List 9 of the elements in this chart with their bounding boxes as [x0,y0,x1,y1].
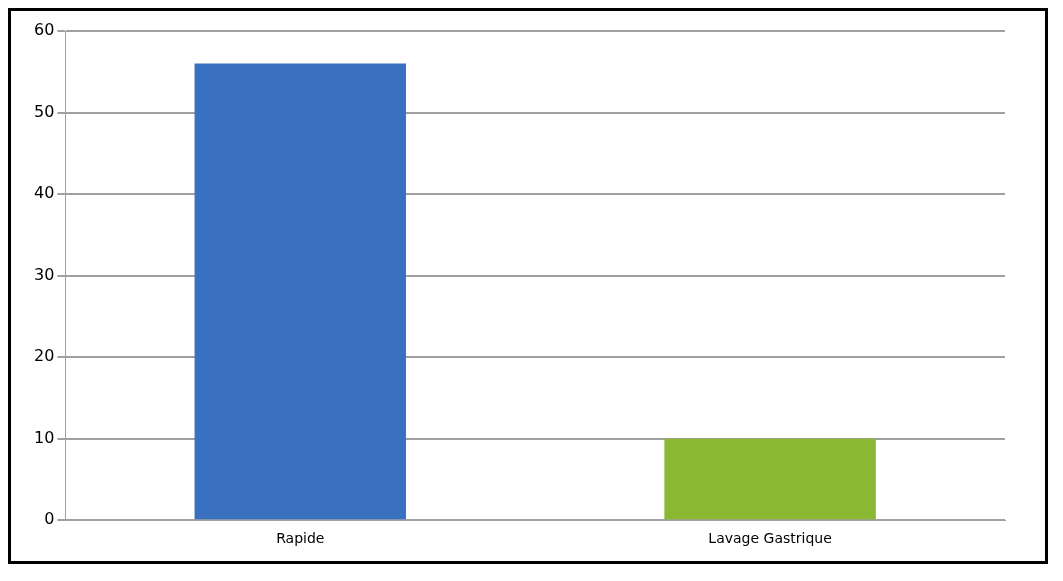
y-tick-label: 0 [44,509,55,529]
y-tick-label: 30 [34,264,55,284]
x-tick-label: Lavage Gastrique [708,530,832,547]
y-tick-label: 20 [34,346,55,366]
y-tick-label: 10 [34,427,55,447]
y-tick-label: 50 [34,101,55,121]
y-tick-label: 60 [34,20,55,40]
x-tick-label: Rapide [276,530,325,547]
y-tick-label: 40 [34,183,55,203]
